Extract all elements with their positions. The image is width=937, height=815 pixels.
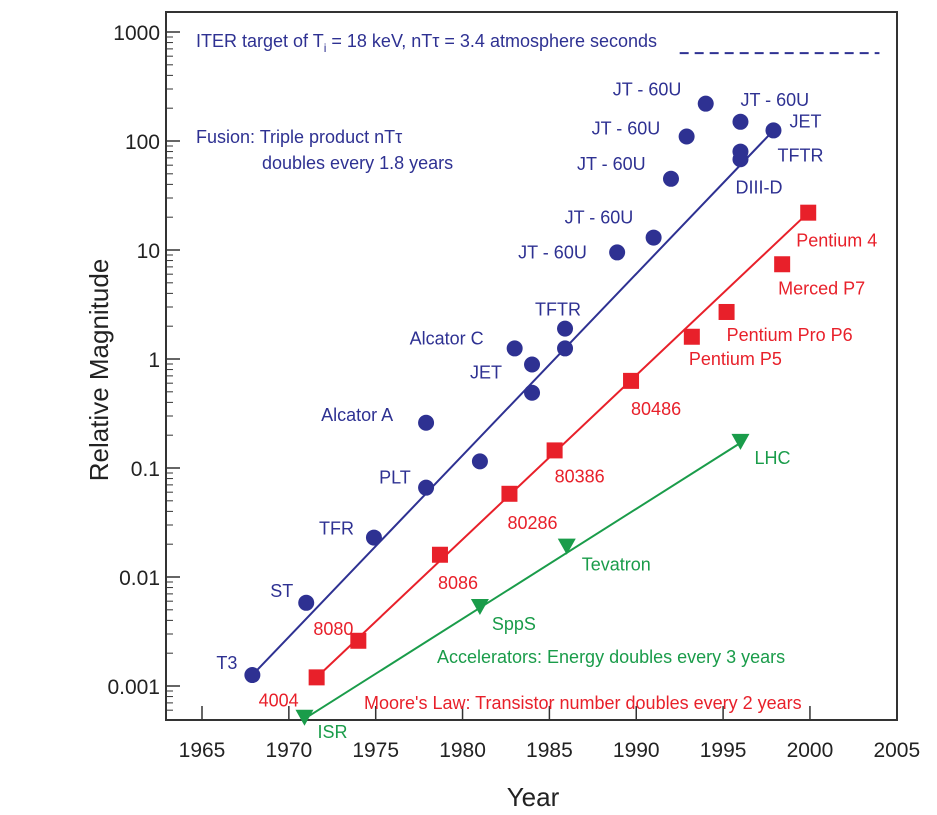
y-tick-label: 1000: [113, 22, 160, 45]
moore-point: [774, 256, 791, 273]
fusion-point: [524, 384, 541, 401]
fusion-point: [732, 113, 749, 130]
point-label: 8080: [313, 619, 353, 639]
y-tick-label: 1: [148, 349, 160, 372]
point-label: Alcator C: [410, 328, 484, 348]
point-label: TFTR: [777, 146, 823, 166]
x-tick-label: 1985: [526, 739, 573, 762]
fusion-point: [524, 356, 541, 373]
moore-point: [308, 669, 325, 686]
x-tick-label: 1980: [439, 739, 486, 762]
point-label: 8086: [438, 573, 478, 593]
point-label: T3: [216, 653, 237, 673]
x-axis-label: Year: [507, 782, 560, 812]
point-label: Alcator A: [321, 405, 393, 425]
x-tick-label: 2005: [873, 739, 920, 762]
accelerator-point: [470, 598, 489, 615]
point-label: JET: [470, 363, 502, 383]
point-label: TFR: [319, 519, 354, 539]
y-tick-label: 100: [125, 131, 160, 154]
fusion-point: [765, 122, 782, 139]
accelerators-trend-line: [303, 442, 742, 720]
point-label: ST: [270, 581, 293, 601]
point-label: Merced P7: [778, 278, 865, 298]
accelerator-point: [731, 433, 750, 450]
fusion-point: [506, 340, 523, 357]
y-tick-label: 0.1: [131, 458, 160, 481]
y-tick-label: 0.01: [119, 567, 160, 590]
fusion-point: [298, 594, 315, 611]
x-tick-label: 1975: [352, 739, 399, 762]
fusion-point: [471, 453, 488, 470]
x-tick-label: 1970: [265, 739, 312, 762]
moore-point: [800, 204, 817, 221]
point-label: JET: [789, 111, 821, 131]
accelerator-point: [295, 709, 314, 726]
x-tick-label: 1995: [700, 739, 747, 762]
moore-point: [501, 485, 518, 502]
point-label: JT - 60U: [613, 80, 682, 100]
fusion-point: [662, 170, 679, 187]
fusion-point: [418, 414, 435, 431]
fusion-point: [418, 479, 435, 496]
point-label: Pentium 4: [796, 231, 877, 251]
fusion-point: [365, 529, 382, 546]
x-tick-label: 2000: [787, 739, 834, 762]
fusion-point: [609, 244, 626, 261]
fusion-annotation-2: doubles every 1.8 years: [262, 153, 453, 173]
point-label: Pentium P5: [689, 349, 782, 369]
point-label: JT - 60U: [565, 208, 634, 228]
moore-point: [431, 546, 448, 563]
fusion-point: [732, 151, 749, 168]
y-axis-label: Relative Magnitude: [84, 259, 114, 482]
fusion-annotation-1: Fusion: Triple product nTτ: [196, 127, 402, 147]
point-label: JT - 60U: [577, 154, 646, 174]
moore-point: [546, 442, 563, 459]
moore-point: [350, 632, 367, 649]
axis-ticks: 1965 1970 1975 1980 1985 1990 1995 2000 20051000…: [107, 22, 920, 762]
point-label: TFTR: [535, 300, 581, 320]
y-tick-label: 10: [137, 240, 160, 263]
moore-point: [683, 328, 700, 345]
fusion-trend-line: [251, 129, 775, 676]
accelerator-point: [557, 538, 576, 555]
fusion-point: [557, 340, 574, 357]
point-label: DIII-D: [735, 177, 782, 197]
point-label: ISR: [317, 722, 347, 742]
fusion-point: [244, 667, 261, 684]
x-tick-label: 1990: [613, 739, 660, 762]
fusion-point: [697, 95, 714, 112]
fusion-point: [557, 320, 574, 337]
point-label: JT - 60U: [740, 90, 809, 110]
fusion-point: [645, 229, 662, 246]
accelerators-annotation: Accelerators: Energy doubles every 3 yea…: [437, 647, 785, 667]
point-label: Pentium Pro P6: [727, 325, 853, 345]
moore-point: [623, 372, 640, 389]
data-labels: T3 ST TFR PLT Alcator A Alcator C JET TFTR JT - …: [216, 80, 877, 742]
point-label: 4004: [259, 690, 299, 710]
point-label: PLT: [379, 468, 411, 488]
plot-frame: [165, 11, 898, 721]
fusion-point: [678, 128, 695, 145]
iter-annotation: ITER target of Ti = 18 keV, nTτ = 3.4 at…: [196, 31, 657, 55]
point-label: SppS: [492, 614, 536, 634]
point-label: 80286: [507, 513, 557, 533]
moore-point: [718, 303, 735, 320]
data-marks: [244, 95, 817, 726]
y-tick-label: 0.001: [107, 676, 160, 699]
point-label: Tevatron: [582, 555, 651, 575]
point-label: 80486: [631, 399, 681, 419]
point-label: 80386: [555, 466, 605, 486]
point-label: JT - 60U: [592, 118, 661, 138]
moore-annotation: Moore's Law: Transistor number doubles e…: [364, 693, 802, 713]
x-tick-label: 1965: [179, 739, 226, 762]
point-label: LHC: [754, 448, 790, 468]
point-label: JT - 60U: [518, 242, 587, 262]
